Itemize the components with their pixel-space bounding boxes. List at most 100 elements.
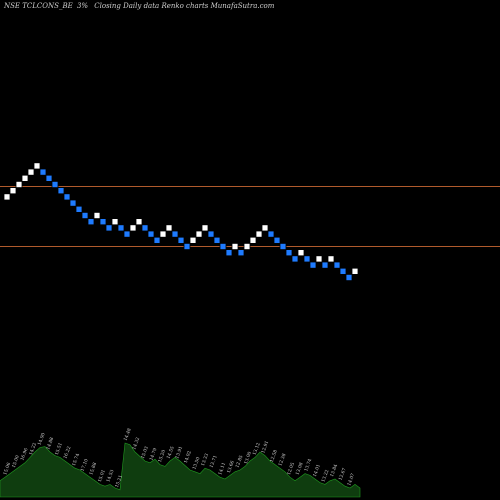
volume-label: 12.38 xyxy=(277,453,287,467)
renko-brick-up xyxy=(195,230,203,238)
volume-area xyxy=(0,442,361,498)
renko-brick-down xyxy=(81,211,89,219)
renko-brick-up xyxy=(255,230,263,238)
volume-label: 15.51 xyxy=(54,442,64,456)
chart-subtitle: Closing Daily data Renko charts MunafaSu… xyxy=(94,2,274,10)
renko-brick-down xyxy=(87,218,95,226)
volume-label: 12.85 xyxy=(234,454,244,468)
renko-brick-up xyxy=(243,242,251,250)
volume-label: 13.71 xyxy=(209,454,219,468)
volume-label: 17.10 xyxy=(80,458,90,472)
renko-brick-up xyxy=(159,230,167,238)
volume-label: 13.66 xyxy=(226,460,236,474)
renko-brick-down xyxy=(279,242,287,250)
renko-brick-up xyxy=(315,255,323,263)
renko-brick-up xyxy=(3,193,11,201)
volume-label: 15.06 xyxy=(2,462,12,476)
renko-brick-down xyxy=(51,180,59,188)
volume-label: 15.00 xyxy=(11,454,21,468)
renko-brick-down xyxy=(177,236,185,244)
volume-label: 14.55 xyxy=(166,445,176,459)
chart-header: NSE TCLCONS_BE 3% Closing Daily data Ren… xyxy=(3,2,275,10)
renko-brick-up xyxy=(135,218,143,226)
volume-label: 13.00 xyxy=(243,451,253,465)
renko-brick-up xyxy=(297,249,305,257)
volume-label: 12.91 xyxy=(260,440,270,454)
renko-brick-down xyxy=(45,174,53,182)
renko-brick-down xyxy=(273,236,281,244)
renko-brick-up xyxy=(93,211,101,219)
renko-brick-down xyxy=(333,261,341,269)
renko-brick-up xyxy=(9,187,17,195)
renko-brick-down xyxy=(285,249,293,257)
renko-brick-down xyxy=(183,242,191,250)
volume-label: 13.08 xyxy=(295,462,305,476)
renko-brick-down xyxy=(345,273,353,281)
renko-brick-down xyxy=(147,230,155,238)
volume-label: 15.74 xyxy=(71,453,81,467)
volume-label: 14.88 xyxy=(45,436,55,450)
renko-brick-down xyxy=(303,255,311,263)
volume-label: 13.22 xyxy=(320,469,330,483)
renko-brick-down xyxy=(219,242,227,250)
volume-label: 12.67 xyxy=(338,467,348,481)
volume-label: 14.90 xyxy=(37,432,47,446)
volume-label: 13.12 xyxy=(252,442,262,456)
volume-label: 15.21 xyxy=(114,474,124,488)
renko-brick-up xyxy=(21,174,29,182)
volume-label: 15.20 xyxy=(157,449,167,463)
renko-brick-up xyxy=(201,224,209,232)
renko-brick-down xyxy=(213,236,221,244)
renko-brick-down xyxy=(75,205,83,213)
renko-brick-down xyxy=(63,193,71,201)
renko-brick-up xyxy=(27,168,35,176)
volume-label: 14.02 xyxy=(183,450,193,464)
renko-brick-down xyxy=(153,236,161,244)
volume-label: 16.96 xyxy=(19,447,29,461)
renko-brick-down xyxy=(141,224,149,232)
renko-brick-down xyxy=(117,224,125,232)
renko-brick-up xyxy=(15,180,23,188)
volume-label: 14.79 xyxy=(148,447,158,461)
volume-label: 16.22 xyxy=(62,445,72,459)
volume-label: 14.32 xyxy=(131,436,141,450)
volume-label: 14.53 xyxy=(105,469,115,483)
volume-label: 14.07 xyxy=(346,472,356,486)
volume-label: 12.05 xyxy=(286,462,296,476)
renko-brick-up xyxy=(231,242,239,250)
renko-brick-down xyxy=(237,249,245,257)
renko-brick-down xyxy=(309,261,317,269)
renko-brick-up xyxy=(165,224,173,232)
renko-brick-up xyxy=(351,267,359,275)
volume-label: 15.01 xyxy=(97,469,107,483)
renko-brick-up xyxy=(249,236,257,244)
renko-brick-up xyxy=(111,218,119,226)
renko-brick-down xyxy=(39,168,47,176)
volume-label: 15.03 xyxy=(140,445,150,459)
volume-label: 14.48 xyxy=(123,427,133,441)
volume-label: 12.58 xyxy=(269,449,279,463)
renko-brick-up xyxy=(129,224,137,232)
chart-box-size: 3% xyxy=(77,2,88,10)
renko-brick-down xyxy=(99,218,107,226)
volume-label: 14.22 xyxy=(28,442,38,456)
renko-bricks xyxy=(3,162,359,281)
volume-label: 13.50 xyxy=(191,456,201,470)
volume-label: 14.01 xyxy=(312,463,322,477)
renko-brick-down xyxy=(339,267,347,275)
renko-brick-up xyxy=(189,236,197,244)
renko-brick-down xyxy=(321,261,329,269)
volume-label: 13.84 xyxy=(329,463,339,477)
renko-brick-up xyxy=(33,162,41,170)
renko-brick-down xyxy=(207,230,215,238)
chart-symbol: NSE TCLCONS_BE xyxy=(3,2,73,10)
renko-brick-down xyxy=(57,187,65,195)
volume-label: 13.74 xyxy=(303,458,313,472)
renko-brick-down xyxy=(225,249,233,257)
renko-brick-down xyxy=(105,224,113,232)
volume-label: 13.91 xyxy=(174,445,184,459)
volume-label: 14.11 xyxy=(217,462,227,476)
